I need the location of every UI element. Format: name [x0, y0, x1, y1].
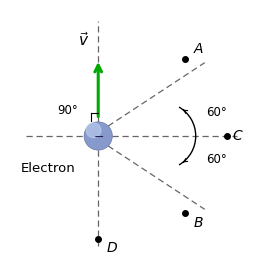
- Text: 60°: 60°: [206, 106, 227, 119]
- Text: $-$: $-$: [93, 129, 104, 143]
- Circle shape: [86, 123, 101, 138]
- Text: $C$: $C$: [232, 129, 243, 143]
- Text: 90°: 90°: [57, 104, 78, 117]
- Text: $\vec{v}$: $\vec{v}$: [78, 31, 90, 49]
- Text: Electron: Electron: [20, 162, 75, 175]
- Circle shape: [84, 122, 112, 150]
- Text: 60°: 60°: [206, 153, 227, 166]
- Text: $B$: $B$: [193, 215, 204, 230]
- Text: $D$: $D$: [106, 241, 118, 255]
- Text: $A$: $A$: [193, 42, 204, 57]
